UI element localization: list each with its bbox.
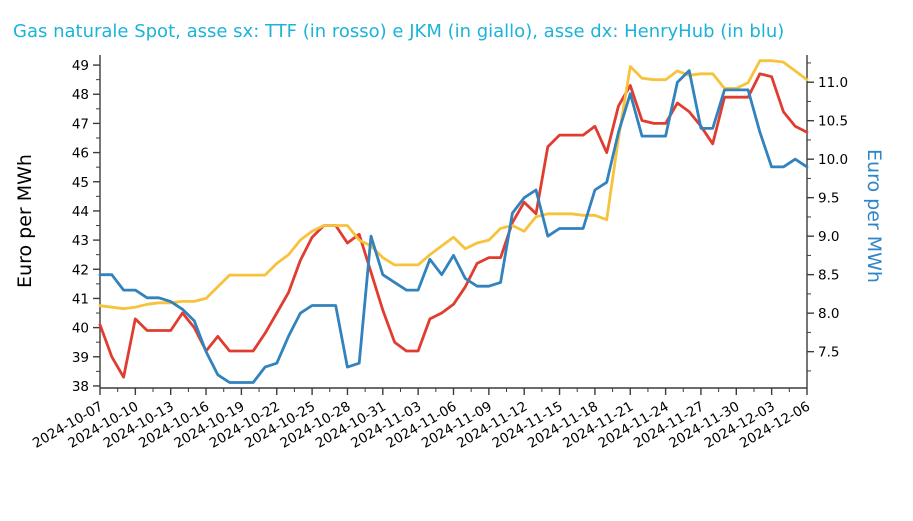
right-tick-label: 10.5 xyxy=(818,114,848,130)
right-tick-label: 7.5 xyxy=(818,345,839,361)
right-tick-label: 8.0 xyxy=(818,306,839,322)
right-tick-label: 9.0 xyxy=(818,229,839,245)
right-tick-label: 8.5 xyxy=(818,268,839,284)
left-tick-label: 42 xyxy=(72,262,89,278)
left-tick-label: 41 xyxy=(72,291,89,307)
right-axis-label: Euro per MWh xyxy=(863,149,885,283)
jkm-series-line xyxy=(98,59,809,311)
left-tick-label: 47 xyxy=(72,116,89,132)
left-tick-label: 45 xyxy=(72,175,89,191)
left-tick-label: 40 xyxy=(72,321,89,337)
right-tick-label: 9.5 xyxy=(818,191,839,207)
ttf-series-line xyxy=(98,72,809,379)
left-tick-label: 43 xyxy=(72,233,89,249)
chart-title: Gas naturale Spot, asse sx: TTF (in ross… xyxy=(13,21,785,42)
left-tick-label: 38 xyxy=(72,379,89,395)
right-tick-label: 10.0 xyxy=(818,152,848,168)
left-tick-label: 48 xyxy=(72,87,89,103)
left-tick-label: 39 xyxy=(72,350,89,366)
right-tick-label: 11.0 xyxy=(818,75,848,91)
left-tick-label: 44 xyxy=(72,204,89,220)
henryhub-series-line xyxy=(98,69,809,384)
left-axis-label: Euro per MWh xyxy=(14,154,36,288)
left-tick-label: 46 xyxy=(72,146,89,162)
left-tick-label: 49 xyxy=(72,58,89,74)
